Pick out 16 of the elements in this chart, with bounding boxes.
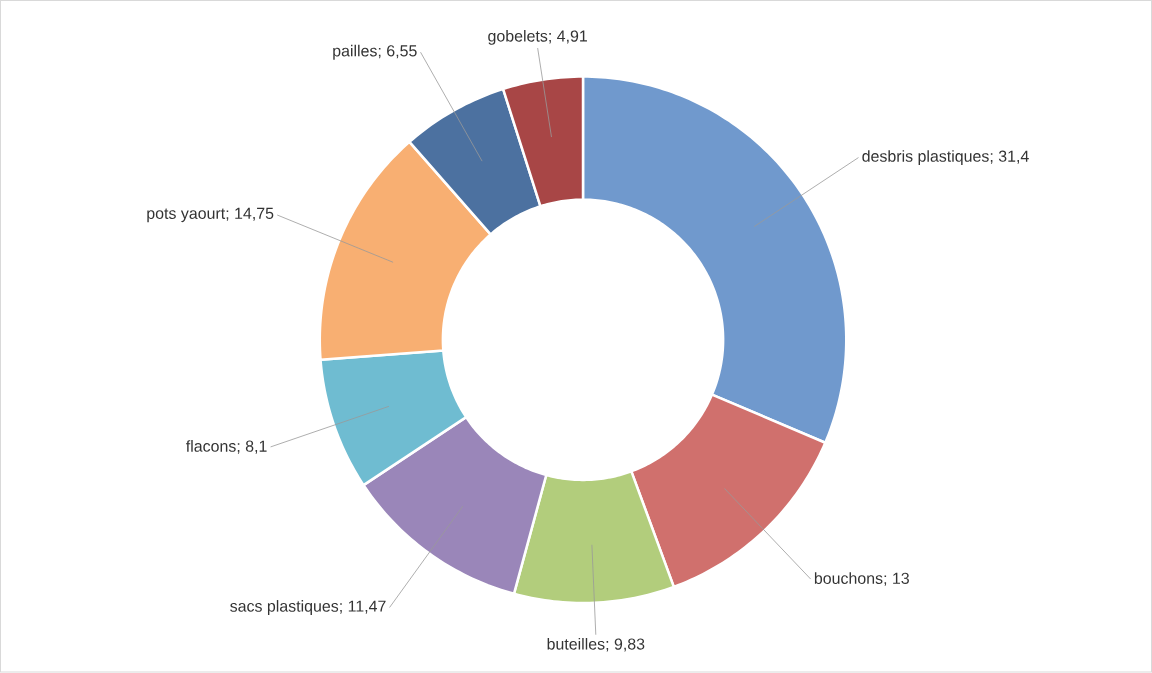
data-label: ; 31,4 <box>990 150 1029 164</box>
data-label: ; 8,1 <box>237 440 267 454</box>
slice-label: sacs plastiques <box>230 600 339 616</box>
slice-label: desbris plastiques <box>862 150 989 166</box>
slice-label: pots yaourt <box>147 208 226 223</box>
slice-label: pailles <box>333 44 377 60</box>
data-label: ; 11,47 <box>340 600 386 614</box>
data-label: ; 6,55 <box>378 45 417 59</box>
data-label: ; 4,91 <box>549 30 587 44</box>
data-label: ; 13 <box>884 572 909 587</box>
slice-label: bouchons <box>814 572 883 585</box>
slice-label: buteilles <box>547 638 605 650</box>
data-label: ; 14,75 <box>226 208 274 222</box>
slice-label: flacons <box>186 440 236 453</box>
slice-label: gobelets <box>488 30 548 46</box>
data-label: ; 9,83 <box>606 638 645 652</box>
